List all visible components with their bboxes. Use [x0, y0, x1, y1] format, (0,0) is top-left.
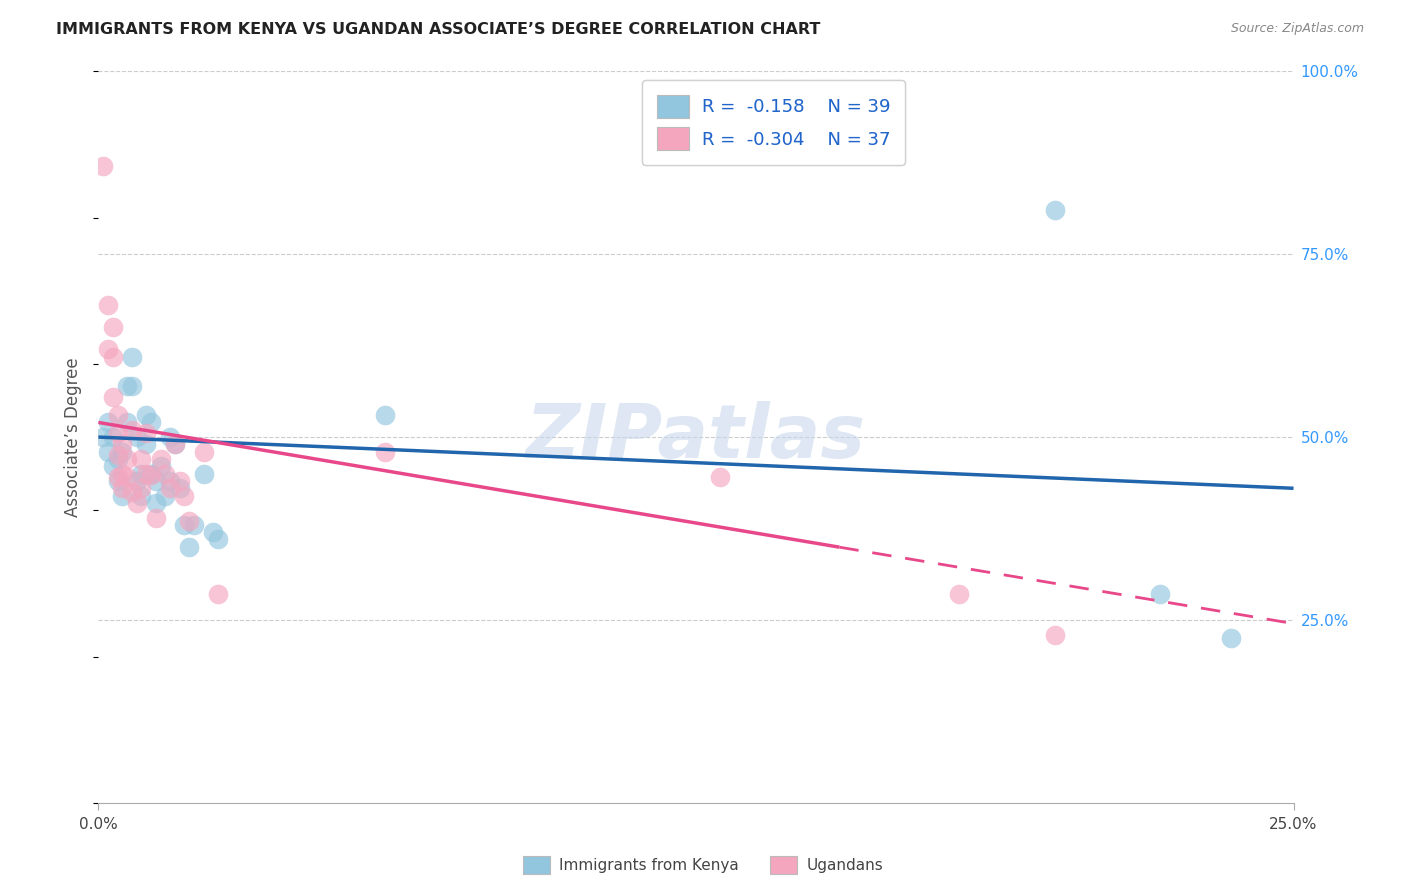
Point: [135, 408, 157, 422]
Legend: R =  -0.158    N = 39, R =  -0.304    N = 37: R = -0.158 N = 39, R = -0.304 N = 37: [643, 80, 905, 165]
Point: [121, 350, 143, 364]
Text: Source: ZipAtlas.com: Source: ZipAtlas.com: [1230, 22, 1364, 36]
Point: [115, 416, 138, 430]
Point: [139, 468, 162, 483]
Point: [139, 467, 162, 481]
Point: [107, 426, 129, 441]
Point: [374, 408, 396, 422]
Point: [207, 587, 229, 601]
Point: [101, 390, 124, 404]
Y-axis label: Associate’s Degree: Associate’s Degree: [65, 358, 83, 516]
Point: [179, 514, 201, 528]
Point: [163, 437, 186, 451]
Point: [1220, 632, 1243, 646]
Point: [121, 485, 143, 500]
Point: [125, 474, 148, 488]
Point: [101, 320, 124, 334]
Point: [131, 452, 153, 467]
Point: [145, 474, 167, 488]
Point: [145, 496, 167, 510]
Point: [179, 540, 201, 554]
Point: [155, 489, 177, 503]
Point: [107, 474, 129, 488]
Point: [115, 452, 138, 467]
Point: [202, 525, 225, 540]
Point: [374, 444, 396, 458]
Point: [125, 496, 148, 510]
Point: [173, 489, 195, 503]
Point: [135, 426, 157, 441]
Point: [101, 459, 124, 474]
Point: [139, 416, 162, 430]
Point: [149, 459, 172, 474]
Point: [115, 379, 138, 393]
Point: [159, 474, 181, 488]
Point: [145, 510, 167, 524]
Point: [135, 437, 157, 451]
Point: [948, 587, 970, 601]
Point: [159, 430, 181, 444]
Point: [111, 467, 134, 481]
Point: [111, 444, 134, 458]
Point: [107, 470, 129, 484]
Point: [107, 452, 129, 467]
Point: [107, 449, 129, 463]
Point: [91, 160, 114, 174]
Point: [91, 430, 114, 444]
Point: [149, 452, 172, 467]
Point: [169, 474, 191, 488]
Point: [125, 430, 148, 444]
Point: [169, 481, 191, 495]
Text: ZIPatlas: ZIPatlas: [526, 401, 866, 474]
Point: [131, 489, 153, 503]
Point: [121, 379, 143, 393]
Point: [709, 470, 731, 484]
Point: [1149, 587, 1171, 601]
Point: [193, 467, 215, 481]
Point: [173, 517, 195, 532]
Point: [163, 437, 186, 451]
Point: [131, 467, 153, 481]
Point: [135, 467, 157, 481]
Point: [111, 481, 134, 495]
Point: [111, 489, 134, 503]
Point: [97, 343, 120, 357]
Point: [121, 423, 143, 437]
Point: [183, 517, 205, 532]
Point: [97, 444, 120, 458]
Point: [101, 350, 124, 364]
Point: [193, 444, 215, 458]
Point: [107, 408, 129, 422]
Point: [1043, 627, 1066, 641]
Point: [115, 470, 138, 484]
Point: [101, 430, 124, 444]
Point: [97, 416, 120, 430]
Point: [1043, 203, 1066, 218]
Point: [155, 467, 177, 481]
Point: [131, 481, 153, 495]
Legend: Immigrants from Kenya, Ugandans: Immigrants from Kenya, Ugandans: [516, 850, 890, 880]
Point: [97, 298, 120, 312]
Point: [207, 533, 229, 547]
Text: IMMIGRANTS FROM KENYA VS UGANDAN ASSOCIATE’S DEGREE CORRELATION CHART: IMMIGRANTS FROM KENYA VS UGANDAN ASSOCIA…: [56, 22, 821, 37]
Point: [111, 437, 134, 451]
Point: [159, 481, 181, 495]
